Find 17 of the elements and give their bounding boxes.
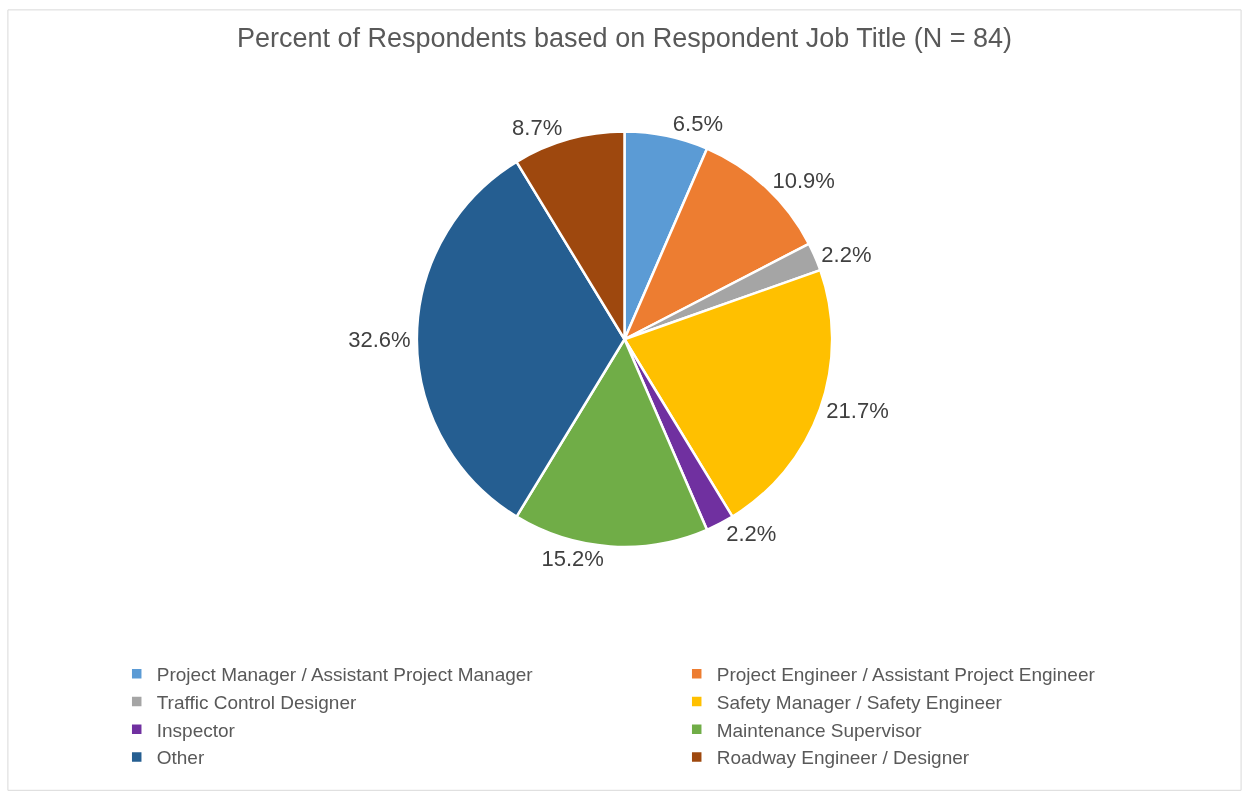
data-label: 2.2% [726,521,777,547]
data-label: 15.2% [541,546,604,572]
legend-label: Other [156,747,205,769]
legend-label: Project Engineer / Assistant Project Engineer [716,664,1096,686]
legend-label: Traffic Control Designer [156,691,357,713]
legend-label: Inspector [156,719,236,741]
data-label: 6.5% [672,111,724,137]
chart-title: Percent of Respondents based on Respondent Job Title (N = 84) [236,22,1013,53]
legend-label: Maintenance Supervisor [716,719,923,741]
legend-label: Project Manager / Assistant Project Manager [156,664,534,686]
data-label: 21.7% [826,397,889,423]
data-label: 2.2% [821,242,872,268]
legend-label: Safety Manager / Safety Engineer [716,691,1003,713]
legend-label: Roadway Engineer / Designer [716,747,970,769]
data-label: 8.7% [512,115,563,141]
data-label: 32.6% [348,326,411,352]
data-label: 10.9% [772,168,835,194]
